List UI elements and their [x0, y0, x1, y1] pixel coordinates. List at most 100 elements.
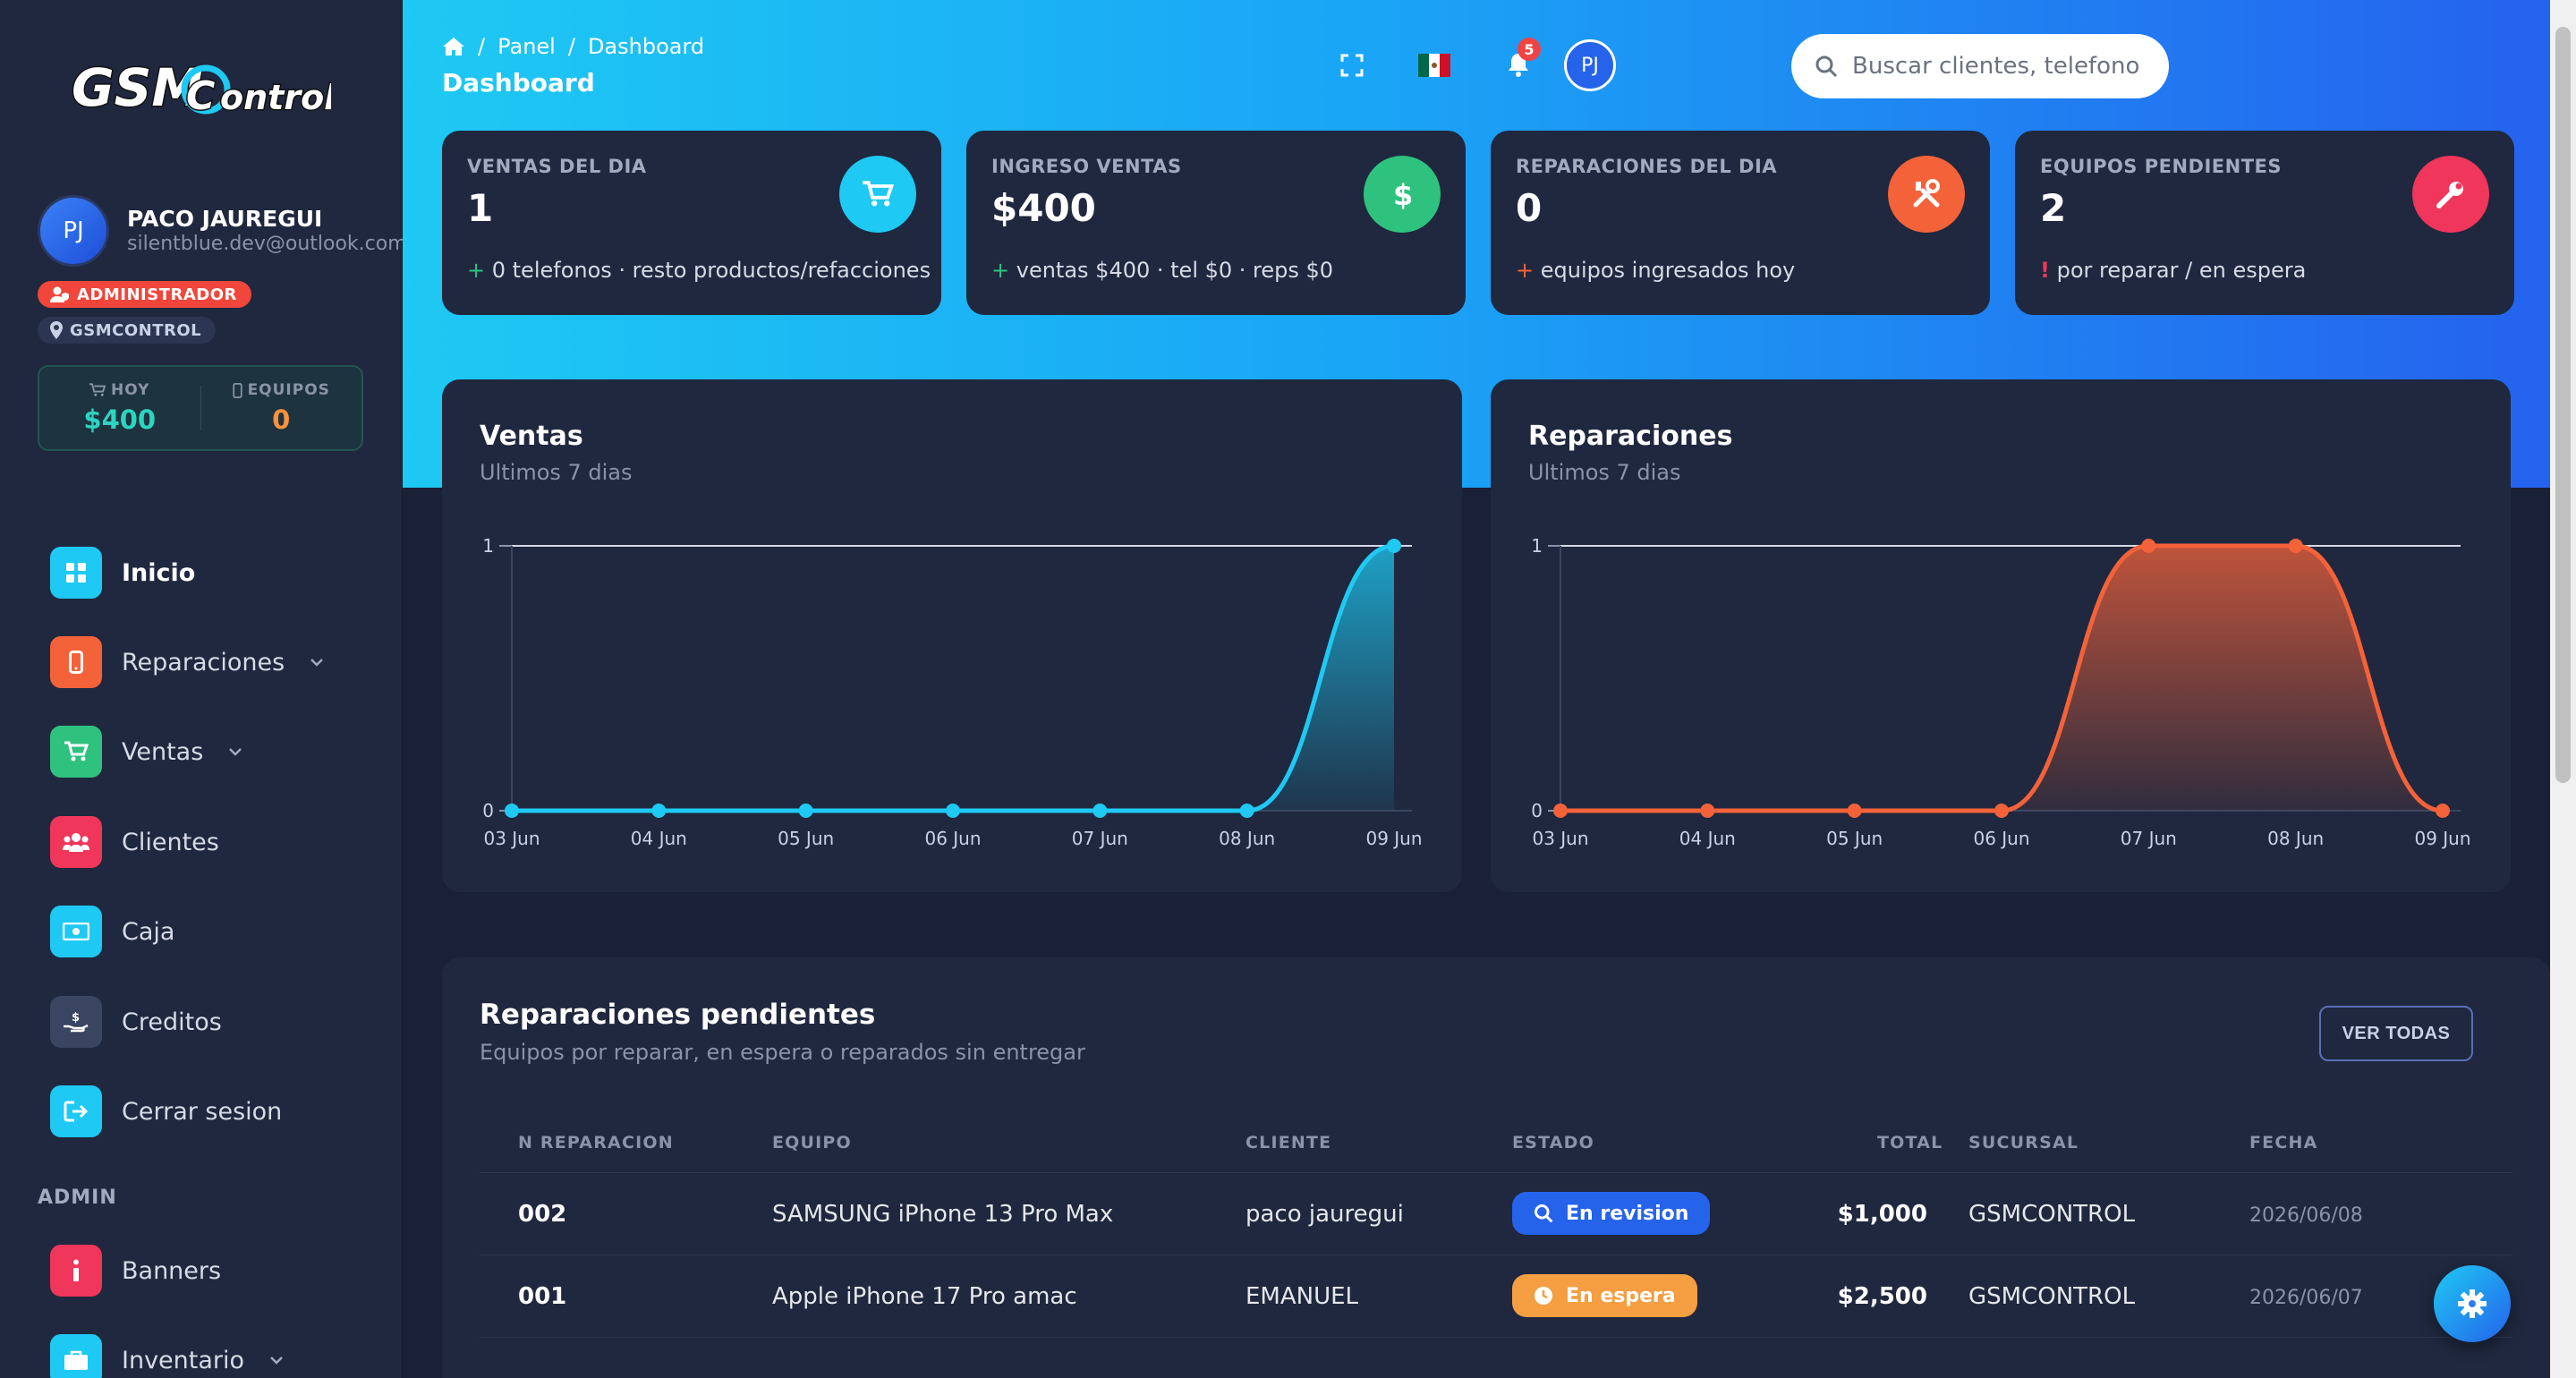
- chart-title: Reparaciones: [1528, 421, 1733, 452]
- data-point[interactable]: [505, 804, 519, 818]
- stat-label: VENTAS DEL DIA: [467, 156, 647, 177]
- sidebar-item-label: Inventario: [122, 1346, 245, 1374]
- repair-device: SAMSUNG iPhone 13 Pro Max: [772, 1201, 1114, 1228]
- breadcrumb: / Panel / Dashboard: [442, 34, 704, 59]
- sidebar-item-inventario[interactable]: Inventario: [50, 1333, 284, 1378]
- sidebar-item-cerrar-sesion[interactable]: Cerrar sesion: [50, 1085, 282, 1138]
- stat-foot: + 0 telefonos · resto productos/refaccio…: [467, 258, 931, 283]
- data-point[interactable]: [1092, 804, 1108, 818]
- page-title: Dashboard: [442, 68, 595, 98]
- tools-icon: [1888, 156, 1965, 233]
- stat-card-reparaciones-dia: REPARACIONES DEL DIA 0 + equipos ingresa…: [1491, 131, 1990, 315]
- scrollbar[interactable]: [2550, 0, 2576, 1378]
- clock-icon: [1535, 1287, 1552, 1305]
- data-point[interactable]: [1700, 804, 1715, 818]
- sidebar-item-creditos[interactable]: $ Creditos: [50, 995, 222, 1049]
- info-icon: [50, 1245, 102, 1297]
- column-header: FECHA: [2249, 1133, 2318, 1153]
- hand-dollar-icon: $: [50, 996, 102, 1048]
- data-point[interactable]: [1553, 804, 1568, 818]
- chart-reparaciones: Reparaciones Ultimos 7 dias 0 1 03 Jun 04 J…: [1491, 379, 2511, 892]
- sidebar-item-label: Ventas: [122, 737, 204, 766]
- data-point[interactable]: [2141, 539, 2156, 553]
- x-tick-label: 09 Jun: [2414, 828, 2470, 849]
- data-point[interactable]: [2288, 539, 2303, 553]
- scrollbar-thumb[interactable]: [2555, 27, 2571, 783]
- divider: [200, 386, 201, 430]
- phone-icon: [50, 636, 102, 688]
- sidebar-item-banners[interactable]: Banners: [50, 1244, 221, 1297]
- mini-stat-label: EQUIPOS: [247, 381, 330, 399]
- mini-stat-equipos: EQUIPOS 0: [201, 381, 362, 435]
- x-tick-label: 03 Jun: [483, 828, 540, 849]
- data-point[interactable]: [651, 804, 667, 818]
- sidebar-item-inicio[interactable]: Inicio: [50, 546, 195, 600]
- view-all-button[interactable]: VER TODAS: [2319, 1006, 2473, 1061]
- settings-button[interactable]: [2434, 1265, 2511, 1342]
- briefcase-icon: [50, 1334, 102, 1378]
- y-tick-label: 1: [1531, 535, 1543, 557]
- sidebar-item-ventas[interactable]: Ventas: [50, 725, 242, 778]
- notifications-button[interactable]: 5: [1496, 38, 1541, 88]
- avatar[interactable]: PJ: [38, 195, 109, 267]
- repair-date: 2026/06/07: [2249, 1287, 2363, 1309]
- sidebar-item-clientes[interactable]: Clientes: [50, 815, 219, 869]
- mini-stats: HOY $400 EQUIPOS 0: [38, 365, 363, 451]
- stat-foot: + equipos ingresados hoy: [1516, 258, 1796, 283]
- search-input[interactable]: [1852, 53, 2147, 80]
- x-tick-label: 04 Jun: [631, 828, 687, 849]
- cart-icon: [89, 383, 106, 396]
- x-tick-label: 07 Jun: [2121, 828, 2177, 849]
- stat-foot: ! por reparar / en espera: [2040, 258, 2307, 283]
- series-line: [512, 543, 1395, 813]
- mini-stat-hoy: HOY $400: [39, 381, 200, 435]
- data-point[interactable]: [2436, 804, 2450, 818]
- breadcrumb-panel[interactable]: Panel: [497, 34, 556, 59]
- stat-value: 1: [467, 186, 494, 230]
- fullscreen-button[interactable]: [1330, 43, 1374, 88]
- data-point[interactable]: [946, 804, 960, 818]
- repair-total: $1,000: [1837, 1201, 1927, 1228]
- sidebar-item-label: Clientes: [122, 828, 219, 856]
- breadcrumb-dashboard: Dashboard: [587, 34, 705, 59]
- repair-client: EMANUEL: [1245, 1283, 1359, 1310]
- sidebar-item-caja[interactable]: Caja: [50, 905, 174, 958]
- data-point[interactable]: [798, 804, 813, 818]
- data-point[interactable]: [1847, 804, 1862, 818]
- stat-value: 2: [2040, 186, 2067, 230]
- sidebar-item-label: Reparaciones: [122, 648, 285, 676]
- y-tick-label: 1: [482, 535, 494, 557]
- repair-date: 2026/06/08: [2249, 1204, 2363, 1227]
- brand-logo[interactable]: GSM C ontrol: [71, 50, 338, 131]
- repair-number: 002: [518, 1201, 567, 1228]
- data-point[interactable]: [1387, 539, 1401, 553]
- chart-subtitle: Ultimos 7 dias: [1528, 460, 1681, 485]
- home-icon[interactable]: [442, 37, 465, 56]
- user-name: PACO JAUREGUI: [127, 206, 323, 232]
- chart-subtitle: Ultimos 7 dias: [480, 460, 633, 485]
- cart-icon: [839, 156, 916, 233]
- chevron-down-icon: [229, 748, 242, 756]
- sidebar-item-label: Banners: [122, 1256, 222, 1285]
- search-box: [1791, 34, 2169, 98]
- header-avatar[interactable]: PJ: [1564, 39, 1616, 91]
- user-shield-icon: [50, 286, 69, 302]
- logout-icon: [50, 1085, 102, 1137]
- chart-ventas-plot: 0 1 03 Jun 04 Jun 05 Jun 06 Jun 07 Jun 08 Jun 09…: [482, 535, 1422, 849]
- sidebar-item-reparaciones[interactable]: Reparaciones: [50, 635, 324, 689]
- x-tick-label: 05 Jun: [778, 828, 834, 849]
- column-header: ESTADO: [1512, 1133, 1594, 1153]
- stat-value: $400: [991, 186, 1096, 230]
- x-tick-label: 07 Jun: [1072, 828, 1128, 849]
- data-point[interactable]: [1994, 804, 2009, 818]
- chart-reparaciones-plot: 0 1 03 Jun 04 Jun 05 Jun 06 Jun 07 Jun 08 Jun 09…: [1531, 535, 2470, 849]
- data-point[interactable]: [1239, 804, 1254, 818]
- x-tick-label: 05 Jun: [1826, 828, 1883, 849]
- mini-stat-label: HOY: [111, 381, 150, 399]
- section-title: Reparaciones pendientes: [480, 999, 876, 1031]
- stat-label: REPARACIONES DEL DIA: [1516, 156, 1778, 177]
- role-badge: ADMINISTRADOR: [38, 281, 251, 308]
- x-tick-label: 06 Jun: [924, 828, 981, 849]
- language-button[interactable]: [1412, 43, 1457, 88]
- svg-text:C: C: [186, 73, 215, 119]
